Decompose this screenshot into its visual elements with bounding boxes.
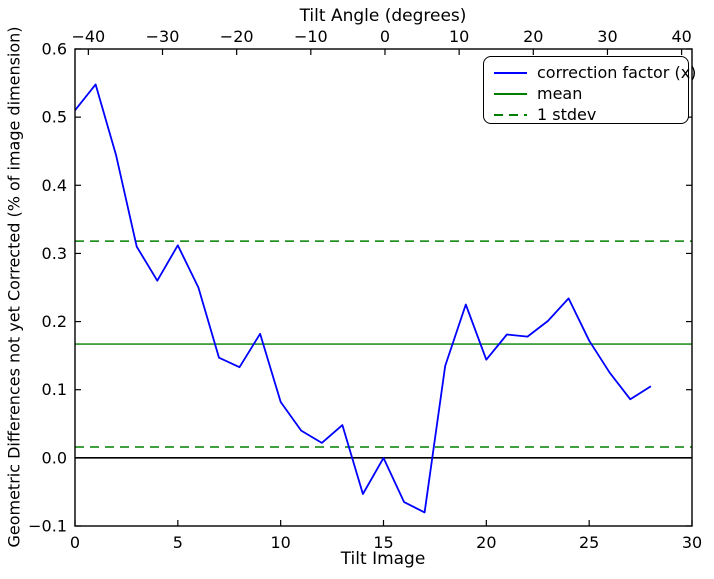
x-axis-tick-labels: 0 5 10 15 20 25 30 [70, 533, 702, 552]
x-tick-label: 10 [270, 533, 290, 552]
x-tick-label: 0 [70, 533, 80, 552]
legend-line-sample-blue [494, 71, 527, 74]
x-tick-label: 20 [476, 533, 496, 552]
legend-label: 1 stdev [537, 104, 597, 124]
x-axis-title: Tilt Image [340, 549, 426, 569]
y-tick-label: 0.1 [42, 380, 67, 399]
legend-label: mean [537, 83, 583, 103]
y-axis-title: Geometric Differences not yet Corrected … [4, 26, 24, 548]
legend-entry-correction-factor: correction factor (x) [494, 62, 696, 83]
x-tick-label: 5 [173, 533, 183, 552]
legend-entry-mean: mean [494, 83, 680, 104]
top-tick-label: 10 [449, 27, 469, 46]
top-tick-label: 20 [523, 27, 543, 46]
top-axis-ticks [87, 49, 683, 55]
y-tick-label: 0.2 [42, 312, 67, 331]
y-tick-label: 0.5 [42, 108, 67, 127]
top-tick-label: −40 [71, 27, 105, 46]
y-tick-label: 0.6 [42, 40, 67, 59]
reference-lines [75, 240, 692, 459]
top-axis-title: Tilt Angle (degrees) [299, 6, 467, 26]
y-axis-ticks [75, 48, 692, 527]
legend-entry-stdev: 1 stdev [494, 104, 680, 125]
x-tick-label: 15 [373, 533, 393, 552]
legend: correction factor (x) mean 1 stdev [483, 56, 696, 125]
y-tick-label: 0.3 [42, 244, 67, 263]
top-tick-label: −20 [220, 27, 254, 46]
top-axis-tick-labels: −40 −30 −20 −10 0 10 20 30 40 [71, 27, 691, 46]
x-axis-ticks [74, 520, 693, 526]
top-tick-label: 40 [671, 27, 691, 46]
y-axis-tick-labels: −0.1 0.0 0.1 0.2 0.3 0.4 0.5 0.6 [28, 40, 67, 536]
top-tick-label: −10 [294, 27, 328, 46]
x-tick-label: 30 [682, 533, 702, 552]
legend-line-sample-green-dashed [494, 113, 527, 116]
series-correction-factor-x- [74, 83, 652, 514]
y-tick-label: 0.4 [42, 176, 67, 195]
x-tick-label: 25 [579, 533, 599, 552]
y-tick-label: −0.1 [28, 517, 67, 536]
top-tick-label: −30 [146, 27, 180, 46]
legend-label: correction factor (x) [537, 62, 697, 82]
y-tick-label: 0.0 [42, 448, 67, 467]
legend-line-sample-green [494, 92, 527, 95]
top-tick-label: 30 [597, 27, 617, 46]
top-tick-label: 0 [380, 27, 390, 46]
